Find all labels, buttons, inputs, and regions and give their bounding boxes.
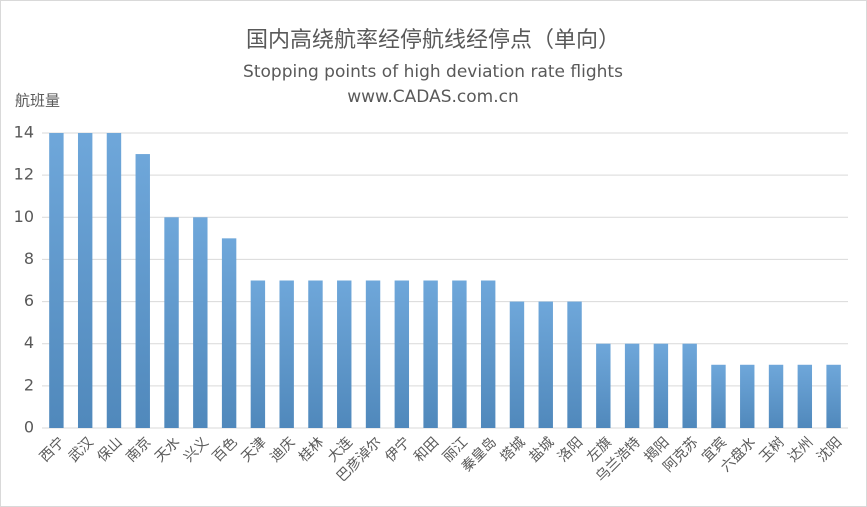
bar-shade	[365, 280, 381, 428]
bar-shade	[682, 343, 697, 428]
bar-shade	[394, 280, 410, 428]
bar-shade	[308, 280, 323, 428]
bar-shade	[135, 154, 150, 429]
bar-shade	[164, 217, 179, 428]
chart-subtitle: Stopping points of high deviation rate f…	[243, 62, 623, 82]
y-tick-label: 4	[24, 333, 34, 352]
bar-shade	[337, 280, 352, 428]
y-tick-label: 10	[14, 207, 34, 226]
bar-shade	[596, 343, 611, 428]
bar-shade	[567, 301, 582, 428]
bar-shade	[624, 343, 640, 428]
bar-shade	[423, 280, 438, 428]
y-axis-label: 航班量	[15, 92, 60, 110]
bar-shade	[768, 364, 784, 428]
bar-shade	[221, 238, 237, 428]
y-tick-label: 14	[14, 123, 34, 142]
bar-shade	[509, 301, 525, 428]
bar-shade	[538, 301, 553, 428]
bar-shade	[653, 343, 669, 428]
bar-shade	[106, 133, 122, 428]
bar-shade	[279, 280, 294, 428]
bar-shade	[77, 133, 93, 428]
y-tick-label: 12	[14, 165, 34, 184]
bar-shade	[711, 364, 726, 428]
bar-shade	[193, 217, 208, 428]
y-tick-label: 8	[24, 249, 34, 268]
bar-shade	[452, 280, 467, 428]
bar-shade	[250, 280, 266, 428]
bar-shade	[480, 280, 496, 428]
y-tick-label: 0	[24, 418, 34, 437]
bar-shade	[826, 364, 841, 428]
bar-shade	[740, 364, 755, 428]
bar-shade	[797, 364, 813, 428]
chart-title: 国内高绕航率经停航线经停点（单向）	[246, 28, 620, 53]
chart-source: www.CADAS.com.cn	[347, 87, 519, 107]
y-tick-label: 6	[24, 291, 34, 310]
bar-shade	[49, 133, 64, 428]
y-tick-label: 2	[24, 375, 34, 394]
